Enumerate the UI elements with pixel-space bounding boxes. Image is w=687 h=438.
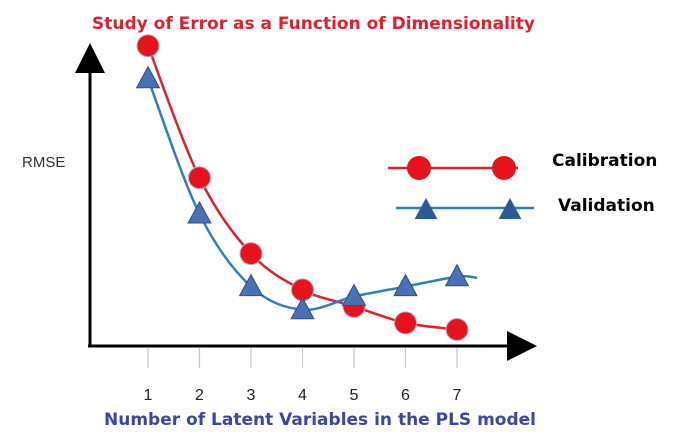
- calibration-point: [188, 166, 211, 190]
- validation-point: [341, 283, 367, 306]
- x-tick-label: 4: [298, 387, 307, 404]
- legend-marker-calibration: [492, 156, 516, 180]
- x-axis-label: Number of Latent Variables in the PLS mo…: [104, 410, 536, 430]
- validation-point: [444, 263, 470, 287]
- series-line-validation: [146, 78, 478, 312]
- calibration-point: [136, 34, 160, 58]
- validation-point: [187, 200, 212, 224]
- chart-title: Study of Error as a Function of Dimensio…: [92, 14, 535, 34]
- validation-point: [290, 296, 315, 320]
- legend-marker-validation: [498, 198, 522, 219]
- calibration-point: [445, 318, 469, 341]
- legend-marker-validation: [414, 198, 438, 219]
- y-axis-label: RMSE: [22, 154, 66, 171]
- calibration-point: [394, 311, 417, 335]
- x-tick-label: 5: [350, 387, 359, 404]
- x-tick-label: 7: [453, 387, 462, 404]
- legend-label-validation: Validation: [558, 196, 655, 216]
- validation-point: [238, 273, 264, 297]
- x-tick-label: 1: [144, 387, 153, 404]
- x-tick-label: 3: [247, 387, 256, 404]
- x-tick-label: 6: [401, 387, 410, 404]
- calibration-point: [239, 242, 263, 266]
- validation-point: [393, 273, 418, 297]
- legend-label-calibration: Calibration: [552, 151, 658, 171]
- legend-marker-calibration: [407, 156, 431, 180]
- validation-point: [135, 65, 161, 89]
- x-tick-label: 2: [195, 387, 204, 404]
